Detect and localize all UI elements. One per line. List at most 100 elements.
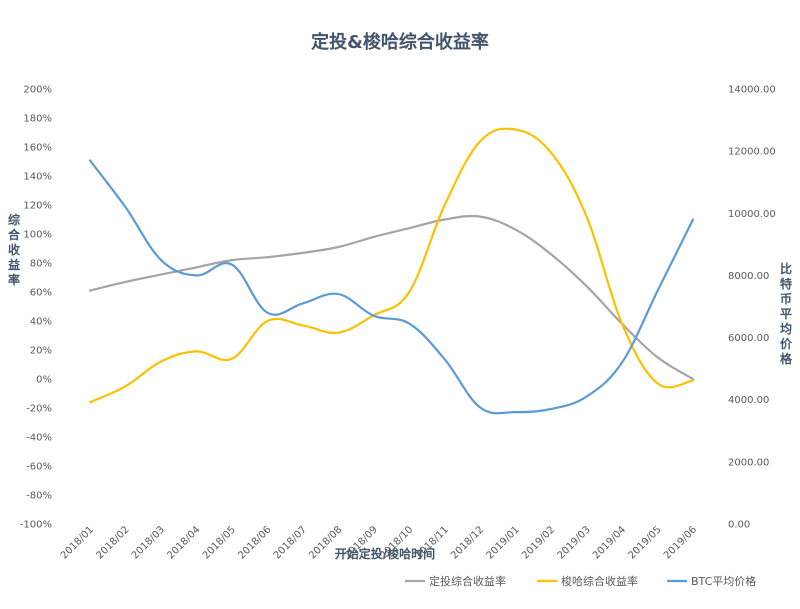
- series-line-1: [88, 127, 695, 404]
- series-layer: [88, 127, 695, 415]
- y-tick-label: 200%: [23, 85, 52, 96]
- series-point-0: [160, 273, 162, 276]
- series-point-2: [124, 206, 127, 208]
- series-point-0: [89, 289, 91, 292]
- y-axis-title-char: 合: [8, 227, 21, 242]
- y-tick-layer: -100% -80% -60% -40% -20% 0% 20% 40% 60% 80% 100% 1…: [20, 85, 52, 531]
- y-axis-title-char: 益: [8, 257, 20, 272]
- series-point-1: [585, 215, 588, 218]
- y2-axis-title-char: 币: [780, 292, 792, 306]
- series-point-1: [160, 360, 162, 363]
- series-point-2: [550, 408, 552, 410]
- y-tick-label: -20%: [26, 404, 52, 415]
- y-tick-label: 180%: [23, 114, 52, 125]
- y-tick-label: 0%: [36, 375, 52, 386]
- y2-tick-label: 0.00: [728, 520, 750, 531]
- series-point-0: [266, 256, 269, 259]
- series-point-2: [692, 218, 694, 221]
- series-point-0: [585, 285, 588, 288]
- y2-tick-label: 6000.00: [728, 333, 769, 344]
- y2-tick-label: 8000.00: [728, 271, 769, 282]
- series-point-1: [621, 323, 623, 325]
- x-tick-label: 2019/06: [662, 524, 699, 561]
- x-tick-label: 2018/02: [94, 524, 131, 561]
- y-axis-title-char: 收: [8, 242, 20, 257]
- x-tick-label: 2018/12: [449, 524, 486, 561]
- y-tick-label: 120%: [23, 201, 52, 212]
- series-point-0: [408, 227, 411, 229]
- x-tick-label: 2018/07: [272, 524, 309, 561]
- y-tick-label: 100%: [23, 230, 52, 241]
- x-tick-label: 2018/03: [130, 524, 167, 561]
- y-tick-label: 40%: [30, 317, 52, 328]
- series-point-2: [266, 311, 269, 314]
- series-point-1: [514, 128, 517, 131]
- series-point-2: [373, 315, 375, 317]
- series-point-1: [89, 401, 91, 404]
- series-point-2: [408, 322, 411, 325]
- series-point-2: [479, 406, 482, 409]
- series-point-1: [408, 291, 411, 293]
- x-tick-label: 2019/05: [626, 524, 663, 561]
- x-tick-label: 2018/06: [236, 524, 273, 561]
- series-point-1: [337, 331, 340, 334]
- y-tick-label: -100%: [20, 520, 52, 531]
- series-point-1: [231, 357, 233, 360]
- y2-tick-label: 14000.00: [728, 85, 776, 96]
- series-point-1: [479, 140, 482, 142]
- series-line-0: [88, 214, 695, 381]
- y-tick-label: -60%: [26, 462, 52, 473]
- y2-axis-title-char: 平: [780, 307, 792, 321]
- y2-axis-title-char: 比: [780, 261, 792, 276]
- x-tick-label: 2019/04: [591, 524, 628, 561]
- series-point-2: [302, 302, 304, 305]
- y2-tick-label: 2000.00: [728, 457, 769, 468]
- x-tick-label: 2019/02: [520, 524, 557, 561]
- y2-tick-layer: 0.00 2000.00 4000.00 6000.00 8000.00 10000.00…: [728, 85, 776, 531]
- y2-tick-label: 12000.00: [728, 147, 776, 158]
- y-tick-label: -40%: [26, 433, 52, 444]
- y-tick-label: -80%: [26, 491, 52, 502]
- series-point-2: [195, 274, 198, 277]
- legend-label-2: BTC平均价格: [691, 574, 756, 588]
- series-point-0: [302, 252, 304, 254]
- series-point-0: [337, 246, 340, 248]
- series-point-1: [266, 320, 269, 322]
- series-point-2: [514, 411, 517, 413]
- series-point-1: [550, 152, 552, 154]
- series-point-2: [231, 263, 233, 266]
- x-axis-title: 开始定投/梭哈时间: [335, 546, 435, 561]
- y2-tick-label: 10000.00: [728, 209, 776, 220]
- series-point-0: [550, 253, 552, 256]
- x-tick-label: 2018/05: [201, 524, 238, 561]
- series-point-0: [479, 215, 482, 218]
- y-axis-title-char: 综: [8, 212, 20, 227]
- x-tick-label: 2019/03: [556, 524, 593, 561]
- legend-label-1: 梭哈综合收益率: [561, 574, 638, 588]
- legend-label-0: 定投综合收益率: [429, 574, 506, 588]
- legend: 定投综合收益率 梭哈综合收益率 BTC平均价格: [405, 574, 756, 588]
- series-point-0: [656, 356, 659, 359]
- series-point-1: [302, 324, 304, 327]
- series-point-1: [443, 204, 446, 206]
- y-tick-label: 60%: [30, 288, 52, 299]
- series-point-1: [195, 350, 198, 353]
- series-point-0: [514, 228, 517, 231]
- series-point-2: [89, 159, 91, 162]
- y-tick-label: 20%: [30, 346, 52, 357]
- y2-tick-label: 4000.00: [728, 395, 769, 406]
- series-point-0: [443, 218, 446, 221]
- series-point-0: [124, 281, 127, 283]
- y2-axis-title-char: 特: [780, 276, 792, 291]
- x-tick-label: 2019/01: [485, 524, 522, 561]
- y-axis-title-char: 率: [8, 272, 20, 287]
- series-line-2: [88, 159, 695, 415]
- y-tick-label: 160%: [23, 143, 52, 154]
- x-tick-label: 2018/04: [165, 524, 202, 561]
- series-point-2: [160, 259, 162, 261]
- y2-axis-title-char: 均: [780, 321, 792, 336]
- y-tick-label: 80%: [30, 259, 52, 270]
